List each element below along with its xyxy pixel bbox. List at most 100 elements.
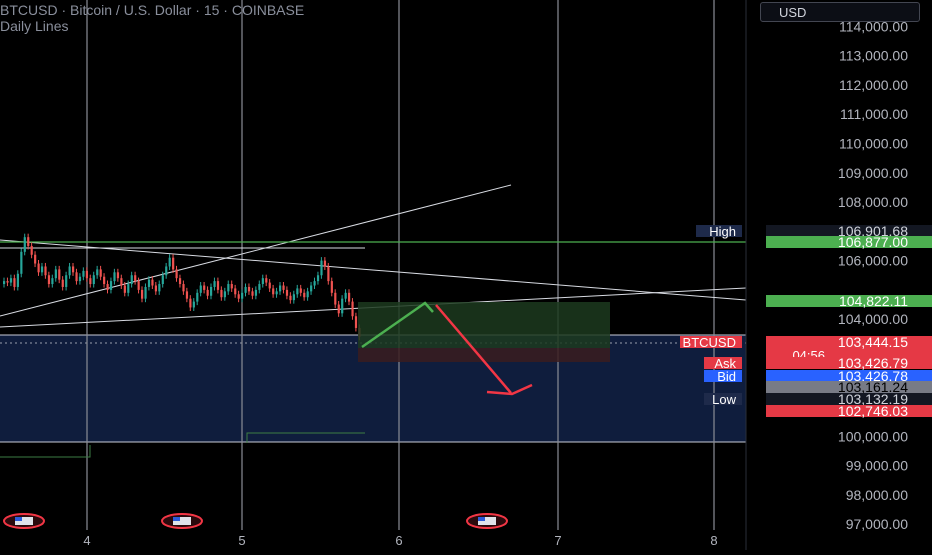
candle-body: [227, 284, 230, 292]
candle-body: [144, 286, 147, 299]
price-label-value: 103,161.24: [838, 379, 908, 395]
price-label-bg: [766, 370, 932, 382]
candle-body: [279, 285, 282, 292]
price-label-tag: Low: [712, 392, 736, 407]
candle-body: [341, 298, 344, 314]
price-label-bg: [766, 225, 932, 237]
red-arrow-line: [435, 304, 512, 394]
candle-body: [23, 237, 26, 252]
candle-body: [237, 294, 240, 299]
candle-body: [37, 263, 40, 273]
candles: [3, 233, 361, 341]
candle-body: [313, 281, 316, 286]
candle-body: [206, 289, 209, 296]
candle-body: [203, 285, 206, 290]
price-tick-label: 98,000.00: [846, 487, 908, 503]
loss-zone: [358, 348, 610, 362]
candle-body: [320, 260, 323, 276]
profit-zone: [358, 302, 610, 348]
chart-header: BTCUSD · Bitcoin / U.S. Dollar · 15 · CO…: [0, 2, 304, 34]
candle-body: [40, 266, 44, 273]
us-flag-canton: [15, 517, 22, 521]
price-label-value: 106,877.00: [838, 234, 908, 250]
upper-trend-line: [0, 184, 512, 317]
candle-body: [51, 278, 54, 285]
candle-body: [75, 272, 78, 282]
price-label-value: 102,746.03: [838, 403, 908, 419]
candle-body: [323, 260, 327, 267]
candle-body: [103, 276, 106, 285]
time-tick-label: 4: [83, 533, 90, 548]
price-label-tag-bg: [696, 225, 742, 237]
price-tick-label: 104,000.00: [838, 311, 908, 327]
candle-body: [268, 282, 271, 289]
candle-body: [141, 289, 144, 299]
candle-body: [130, 275, 133, 285]
price-label-value: 103,426.79: [838, 355, 908, 371]
candle-body: [99, 269, 102, 277]
currency-button[interactable]: USD: [760, 2, 920, 22]
candle-body: [241, 292, 244, 299]
candle-body: [210, 286, 213, 296]
candle-body: [223, 291, 226, 298]
time-tick-label: 7: [554, 533, 561, 548]
price-label-value: 103,426.78: [838, 368, 908, 384]
candle-body: [282, 285, 285, 290]
price-label-bg: [766, 336, 932, 358]
candle-body: [158, 284, 161, 292]
price-label-bg: [766, 405, 932, 417]
price-axis: 114,000.00 113,000.00 112,000.00 111,000.00…: [680, 0, 932, 550]
candle-body: [34, 254, 37, 264]
candle-body: [27, 237, 30, 246]
time-tick-label: 8: [710, 533, 717, 548]
candle-body: [161, 275, 164, 285]
symbol-title: BTCUSD · Bitcoin / U.S. Dollar · 15 · CO…: [0, 2, 305, 18]
candle-body: [78, 276, 82, 282]
candle-body: [85, 270, 88, 279]
candle-body: [82, 270, 85, 277]
red-arrow-head: [486, 383, 533, 396]
candle-body: [296, 288, 299, 295]
us-flag-canton: [173, 517, 180, 521]
time-tick-label: 6: [395, 533, 402, 548]
candle-body: [20, 251, 23, 274]
candle-body: [134, 275, 137, 282]
price-label-tag: High: [709, 224, 736, 239]
candle-body: [189, 298, 192, 308]
candle-body: [137, 281, 140, 290]
candle-body: [330, 281, 333, 293]
candle-body: [58, 269, 61, 280]
candle-body: [272, 288, 275, 295]
candle-body: [178, 278, 182, 285]
candle-body: [289, 295, 292, 301]
candle-body: [196, 292, 199, 302]
candle-body: [120, 278, 123, 286]
candle-body: [192, 301, 195, 308]
price-label-tag-bg: [680, 336, 742, 348]
price-label-value: 103,132.19: [838, 391, 908, 407]
candle-body: [151, 279, 154, 286]
us-flag-body: [15, 517, 33, 525]
candle-body: [254, 289, 258, 296]
price-tick-label: 113,000.00: [839, 48, 908, 64]
candle-body: [154, 285, 157, 292]
candle-body: [68, 266, 71, 276]
price-tick-label: 110,000.00: [839, 135, 908, 151]
candle-body: [265, 278, 268, 283]
candle-body: [72, 266, 75, 273]
candle-body: [185, 291, 189, 299]
candle-body: [344, 292, 347, 299]
candle-body: [113, 272, 116, 282]
candle-body: [310, 285, 313, 292]
trade-drawings: [358, 301, 610, 396]
candle-body: [251, 291, 254, 296]
us-flag-body: [478, 517, 496, 525]
price-label-value: 103,444.15: [838, 334, 908, 350]
price-label-tag: BTCUSD: [683, 335, 736, 350]
candle-body: [54, 269, 57, 279]
descending-line: [0, 239, 747, 301]
price-label-tag: Ask: [714, 356, 736, 371]
price-tick-label: 99,000.00: [846, 458, 908, 474]
